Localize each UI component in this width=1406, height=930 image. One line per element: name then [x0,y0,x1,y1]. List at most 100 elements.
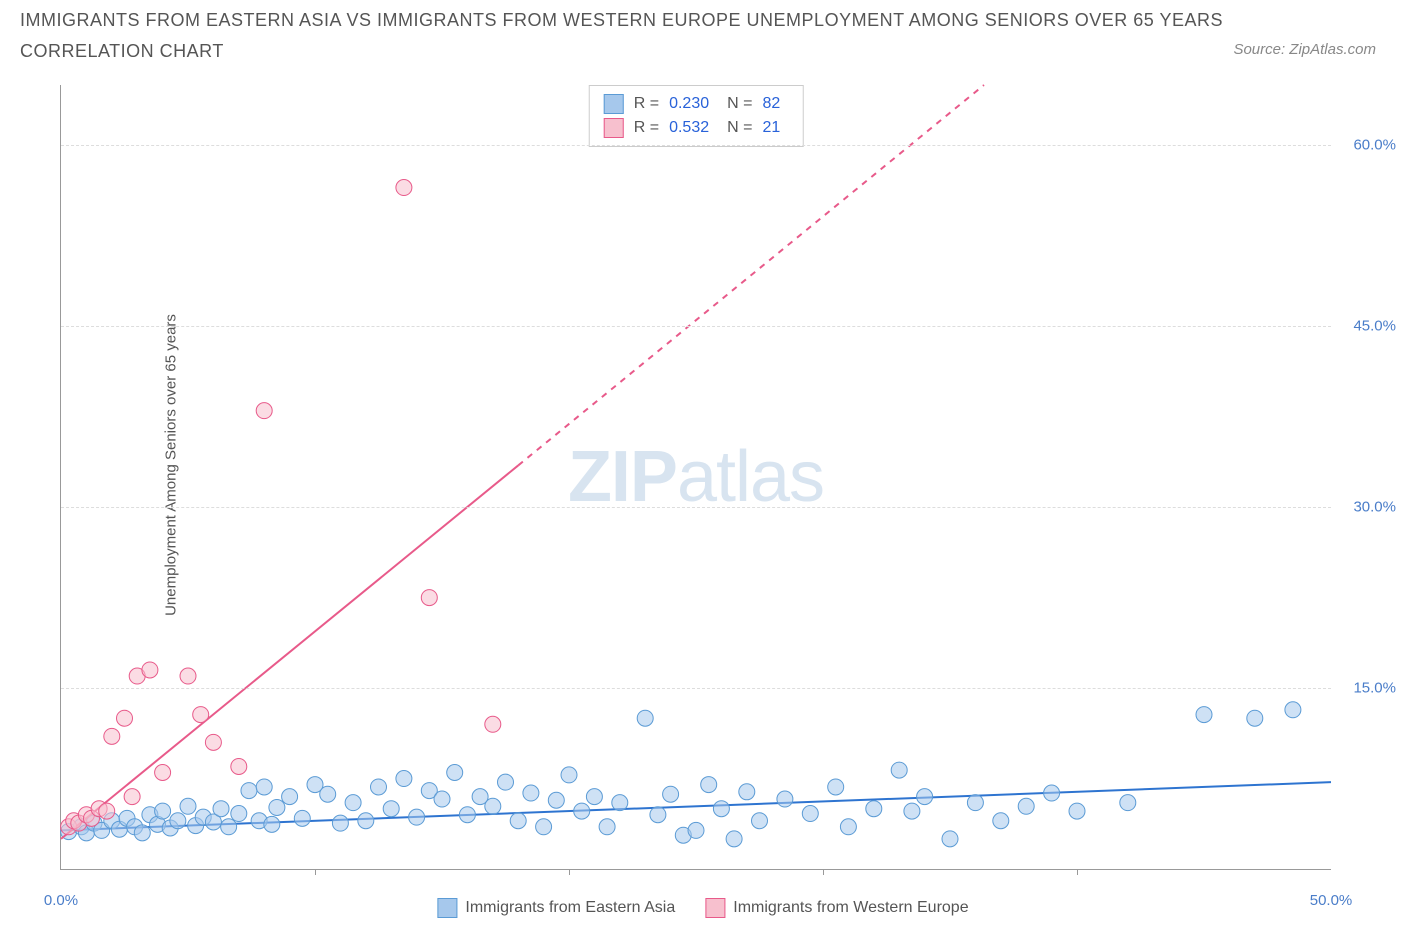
data-point [396,771,412,787]
data-point [358,813,374,829]
data-point [993,813,1009,829]
data-point [383,801,399,817]
data-point [155,803,171,819]
stats-swatch [604,94,624,114]
stats-box: R =0.230N =82R =0.532N =21 [589,85,804,147]
data-point [256,779,272,795]
gridline [61,688,1331,689]
data-point [802,806,818,822]
legend-swatch [705,898,725,918]
y-tick-label: 45.0% [1353,318,1396,335]
chart-title-line1: IMMIGRANTS FROM EASTERN ASIA VS IMMIGRAN… [20,10,1386,31]
data-point [231,806,247,822]
stats-r-label: R = [634,119,659,137]
data-point [917,789,933,805]
data-point [650,807,666,823]
data-point [548,792,564,808]
x-tick-label: 0.0% [44,892,78,909]
data-point [612,795,628,811]
data-point [1044,785,1060,801]
data-point [231,758,247,774]
data-point [904,803,920,819]
data-point [637,710,653,726]
stats-n-value: 82 [762,95,780,113]
stats-n-label: N = [727,119,752,137]
chart-header: IMMIGRANTS FROM EASTERN ASIA VS IMMIGRAN… [0,0,1406,62]
data-point [205,734,221,750]
data-point [1120,795,1136,811]
stats-r-value: 0.230 [669,95,709,113]
data-point [599,819,615,835]
data-point [447,765,463,781]
source-attribution: Source: ZipAtlas.com [1233,41,1376,58]
data-point [180,668,196,684]
data-point [117,710,133,726]
data-point [221,819,237,835]
legend-bottom: Immigrants from Eastern Asia Immigrants f… [437,898,968,918]
data-point [701,777,717,793]
x-tick [315,869,316,875]
data-point [320,786,336,802]
plot-area: ZIPatlas R =0.230N =82R =0.532N =21 15.0… [60,85,1331,870]
data-point [434,791,450,807]
data-point [170,813,186,829]
y-tick-label: 30.0% [1353,499,1396,516]
y-tick-label: 60.0% [1353,137,1396,154]
stats-r-value: 0.532 [669,119,709,137]
data-point [1018,798,1034,814]
data-point [561,767,577,783]
data-point [739,784,755,800]
data-point [345,795,361,811]
chart-title-line2: CORRELATION CHART [20,41,224,62]
data-point [688,822,704,838]
gridline [61,145,1331,146]
data-point [124,789,140,805]
gridline [61,507,1331,508]
gridline [61,326,1331,327]
x-tick [823,869,824,875]
data-point [1247,710,1263,726]
stats-row: R =0.532N =21 [604,116,789,140]
data-point [421,590,437,606]
data-point [213,801,229,817]
data-point [942,831,958,847]
data-point [396,180,412,196]
data-point [726,831,742,847]
data-point [1069,803,1085,819]
data-point [282,789,298,805]
data-point [1196,707,1212,723]
data-point [840,819,856,835]
data-point [264,816,280,832]
data-point [536,819,552,835]
legend-label: Immigrants from Western Europe [733,899,968,917]
data-point [866,801,882,817]
data-point [485,716,501,732]
data-point [142,662,158,678]
data-point [193,707,209,723]
legend-item: Immigrants from Western Europe [705,898,968,918]
data-point [828,779,844,795]
x-tick [1077,869,1078,875]
data-point [891,762,907,778]
trend-line [61,465,518,838]
stats-n-label: N = [727,95,752,113]
data-point [256,403,272,419]
legend-label: Immigrants from Eastern Asia [465,899,675,917]
data-point [498,774,514,790]
data-point [510,813,526,829]
data-point [99,803,115,819]
data-point [967,795,983,811]
data-point [269,799,285,815]
legend-swatch [437,898,457,918]
y-tick-label: 15.0% [1353,680,1396,697]
x-tick-label: 50.0% [1310,892,1353,909]
legend-item: Immigrants from Eastern Asia [437,898,675,918]
x-tick [569,869,570,875]
data-point [713,801,729,817]
chart-container: ZIPatlas R =0.230N =82R =0.532N =21 15.0… [60,85,1331,870]
scatter-svg [61,85,1331,869]
data-point [155,765,171,781]
data-point [459,807,475,823]
data-point [1285,702,1301,718]
data-point [586,789,602,805]
